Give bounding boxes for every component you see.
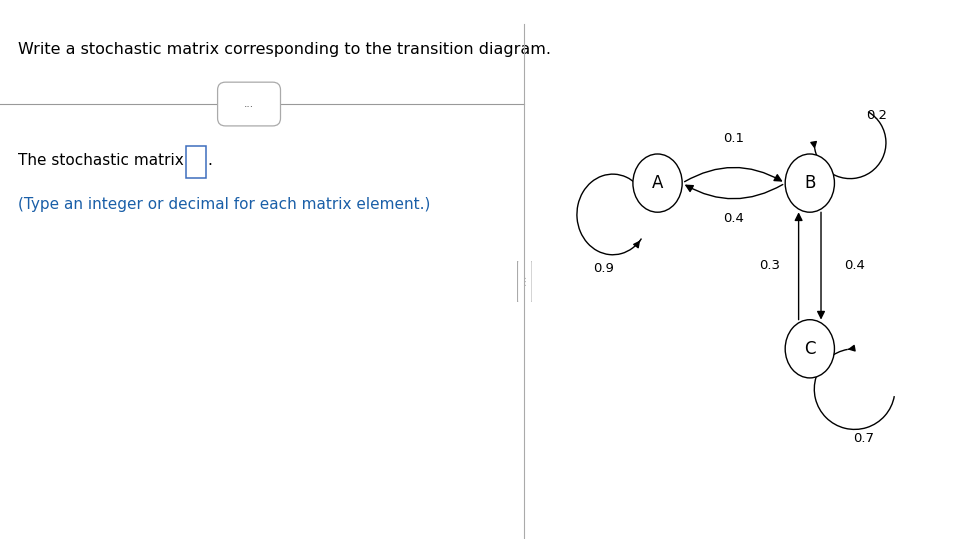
Text: 0.4: 0.4 [723, 212, 744, 225]
FancyBboxPatch shape [517, 259, 532, 304]
Ellipse shape [633, 154, 682, 212]
Text: (Type an integer or decimal for each matrix element.): (Type an integer or decimal for each mat… [19, 197, 431, 212]
Text: Write a stochastic matrix corresponding to the transition diagram.: Write a stochastic matrix corresponding … [19, 42, 552, 57]
Text: ⋮: ⋮ [520, 277, 529, 287]
Text: .: . [208, 153, 213, 168]
Text: 0.3: 0.3 [759, 259, 780, 272]
Text: 0.2: 0.2 [866, 109, 888, 122]
Ellipse shape [785, 154, 834, 212]
Text: 0.7: 0.7 [853, 432, 874, 445]
Text: 0.1: 0.1 [723, 132, 744, 145]
Text: C: C [804, 340, 815, 358]
FancyBboxPatch shape [186, 146, 206, 178]
FancyBboxPatch shape [218, 82, 280, 126]
Text: ...: ... [244, 99, 254, 109]
Text: 0.4: 0.4 [844, 259, 865, 272]
Text: B: B [805, 174, 815, 192]
Text: A: A [652, 174, 663, 192]
Text: The stochastic matrix is: The stochastic matrix is [19, 153, 206, 168]
Text: 0.9: 0.9 [593, 262, 614, 275]
Ellipse shape [785, 320, 834, 378]
